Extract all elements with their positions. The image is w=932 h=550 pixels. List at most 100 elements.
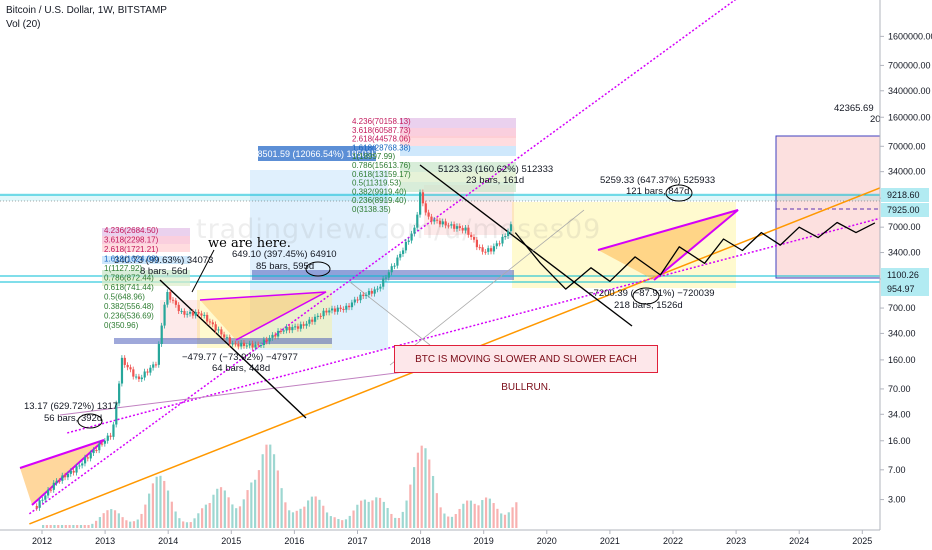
- candle-body: [507, 231, 510, 237]
- volume-bar: [151, 483, 154, 528]
- volume-bar: [401, 511, 404, 528]
- candle-body: [120, 357, 124, 384]
- x-tick-label: 2022: [663, 536, 683, 546]
- volume-bar: [49, 525, 52, 528]
- candle-body: [231, 343, 234, 345]
- candle-body: [282, 330, 285, 332]
- support-band-1: [252, 270, 514, 280]
- fib-label-left: 1.618(1624.08): [104, 255, 159, 264]
- fib-level-right-3: [400, 146, 516, 156]
- top-value-label: 42365.69: [834, 103, 874, 114]
- candle-body: [308, 319, 311, 324]
- candle-body: [467, 227, 470, 235]
- candle-body: [72, 470, 75, 473]
- measure-1-change: 13.17 (629.72%) 1317: [24, 401, 118, 412]
- volume-bar: [182, 521, 185, 528]
- fib-level-right-0: [400, 118, 516, 128]
- volume-bar: [367, 501, 370, 528]
- top-value-label-2: 20: [870, 114, 881, 125]
- volume-bar: [189, 522, 192, 528]
- candle-body: [350, 302, 354, 308]
- candle-body: [160, 325, 163, 344]
- measure-8-change: −7200.39 (−87.91%) −720039: [588, 288, 715, 299]
- candle-body: [399, 253, 402, 258]
- fib-label-right: 0(3138.35): [352, 205, 391, 214]
- candle-body: [382, 278, 385, 287]
- candle-body: [58, 480, 61, 482]
- candle-body: [481, 247, 484, 252]
- candle-body: [379, 286, 382, 289]
- candle-body: [453, 224, 456, 229]
- candle-body: [38, 500, 41, 508]
- candle-body: [325, 310, 328, 313]
- circle-392d: [77, 413, 103, 429]
- fib-level-left-5: [102, 278, 190, 286]
- volume-bar: [269, 444, 272, 528]
- candle-body: [470, 234, 473, 238]
- volume-bar: [375, 497, 378, 528]
- candle-body: [49, 489, 53, 491]
- volume-bar: [496, 508, 499, 528]
- chart-legend: Bitcoin / U.S. Dollar, 1W, BITSTAMP Vol …: [6, 4, 167, 32]
- candle-body: [257, 344, 260, 346]
- volume-bar: [394, 517, 397, 528]
- candle-body: [353, 299, 356, 303]
- volume-bar: [318, 499, 321, 528]
- candle-body: [498, 243, 501, 245]
- volume-bar: [454, 514, 457, 528]
- fib-label-left: 2.618(1721.21): [104, 245, 159, 254]
- volume-bar: [121, 517, 124, 528]
- volume-bar: [79, 525, 83, 528]
- volume-bar: [276, 470, 279, 528]
- candle-body: [495, 243, 498, 247]
- x-tick-label: 2025: [852, 536, 872, 546]
- measure-7-change: 5259.33 (647.37%) 525933: [600, 175, 715, 186]
- volume-bar: [219, 487, 223, 528]
- volume-bar: [322, 505, 325, 528]
- volume-bar: [208, 503, 211, 528]
- candle-body: [365, 294, 368, 297]
- circle-87pct: [632, 287, 660, 305]
- volume-bar: [469, 500, 473, 528]
- volume-bar: [450, 516, 454, 528]
- volume-bar: [299, 508, 302, 528]
- fib-label-right: 2.618(44578.06): [352, 135, 411, 144]
- fib-label-left: 0.236(536.69): [104, 312, 154, 321]
- volume-bar: [488, 498, 491, 528]
- candle-body: [211, 322, 214, 325]
- candle-body: [427, 212, 430, 217]
- candle-body: [81, 463, 84, 466]
- fib-label-left: 0.786(872.44): [104, 274, 154, 283]
- candle-body: [254, 344, 257, 348]
- candle-body: [191, 311, 195, 316]
- candle-body: [490, 248, 493, 252]
- candle-body: [223, 334, 226, 338]
- measure-5-box: [258, 146, 376, 161]
- candle-body: [299, 324, 302, 329]
- volume-bar: [257, 470, 261, 528]
- candle-body: [149, 367, 152, 373]
- measure-4-change: 340.73 (99.63%) 34073: [114, 255, 213, 266]
- candle-body: [174, 300, 178, 305]
- candle-body: [430, 216, 433, 222]
- candle-body: [271, 334, 274, 338]
- volume-bar: [98, 517, 101, 528]
- symbol-title: Bitcoin / U.S. Dollar, 1W, BITSTAMP: [6, 5, 167, 16]
- volume-bar: [492, 503, 495, 528]
- volume-bar: [295, 510, 298, 528]
- fib-label-left: 0.618(741.44): [104, 283, 154, 292]
- candle-body: [401, 250, 405, 254]
- fib-label-right: 4.236(70158.13): [352, 117, 411, 126]
- candle-body: [112, 424, 115, 437]
- measure-3-change: 649.10 (397.45%) 64910: [232, 249, 337, 260]
- volume-bar: [170, 501, 173, 528]
- candle-body: [279, 330, 283, 332]
- candle-body: [424, 203, 427, 213]
- volume-bar: [344, 519, 348, 528]
- x-tick-label: 2024: [789, 536, 809, 546]
- candle-body: [214, 324, 217, 331]
- candle-body: [441, 221, 444, 225]
- candle-body: [450, 224, 453, 226]
- candle-body: [180, 311, 183, 313]
